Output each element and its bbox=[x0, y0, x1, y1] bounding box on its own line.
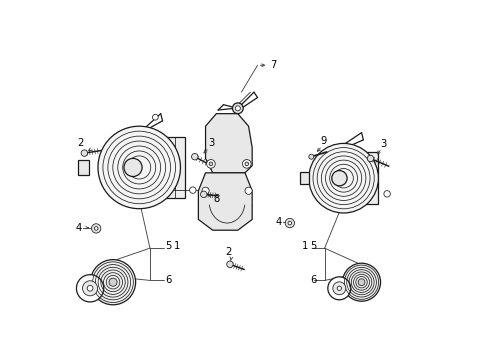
Circle shape bbox=[328, 277, 351, 300]
Text: 7: 7 bbox=[270, 59, 276, 69]
Text: 4: 4 bbox=[275, 217, 282, 227]
Circle shape bbox=[95, 226, 98, 230]
Circle shape bbox=[82, 281, 98, 296]
Circle shape bbox=[333, 282, 346, 295]
Polygon shape bbox=[205, 114, 252, 173]
Circle shape bbox=[200, 191, 207, 198]
Bar bbox=[361, 152, 378, 204]
Text: 1: 1 bbox=[302, 241, 308, 251]
Circle shape bbox=[245, 162, 248, 166]
Circle shape bbox=[202, 187, 209, 194]
Circle shape bbox=[87, 285, 93, 291]
Circle shape bbox=[152, 114, 158, 120]
Circle shape bbox=[232, 103, 243, 114]
Circle shape bbox=[109, 278, 117, 286]
Circle shape bbox=[190, 187, 196, 193]
Circle shape bbox=[358, 279, 365, 285]
Circle shape bbox=[91, 260, 136, 305]
Circle shape bbox=[332, 171, 347, 186]
Text: 1: 1 bbox=[173, 241, 180, 251]
Text: 2: 2 bbox=[226, 247, 232, 257]
Circle shape bbox=[227, 261, 233, 267]
Circle shape bbox=[309, 143, 378, 213]
Bar bbox=[300, 172, 309, 184]
Circle shape bbox=[368, 155, 374, 162]
Text: 5: 5 bbox=[310, 241, 317, 251]
Text: 3: 3 bbox=[380, 139, 387, 149]
Circle shape bbox=[192, 153, 198, 160]
Text: 2: 2 bbox=[77, 138, 83, 148]
Polygon shape bbox=[198, 173, 252, 230]
Circle shape bbox=[343, 263, 381, 301]
Text: 6: 6 bbox=[310, 275, 317, 285]
Circle shape bbox=[337, 286, 342, 291]
Text: 4: 4 bbox=[76, 223, 82, 233]
Circle shape bbox=[81, 150, 88, 156]
Circle shape bbox=[76, 275, 104, 302]
Circle shape bbox=[243, 159, 251, 168]
Circle shape bbox=[235, 106, 240, 111]
Circle shape bbox=[288, 221, 292, 225]
Text: 3: 3 bbox=[208, 139, 214, 148]
Text: 6: 6 bbox=[166, 275, 172, 285]
Circle shape bbox=[207, 159, 215, 168]
Bar bbox=[160, 136, 185, 198]
Circle shape bbox=[245, 187, 252, 194]
Circle shape bbox=[309, 154, 314, 159]
Circle shape bbox=[92, 224, 101, 233]
Circle shape bbox=[285, 219, 294, 228]
Text: 5: 5 bbox=[166, 241, 172, 251]
Bar bbox=[78, 160, 89, 175]
Circle shape bbox=[98, 126, 180, 209]
Text: 9: 9 bbox=[320, 136, 326, 146]
Text: 8: 8 bbox=[214, 194, 220, 204]
Circle shape bbox=[384, 191, 391, 197]
Circle shape bbox=[209, 162, 213, 166]
Circle shape bbox=[124, 158, 142, 176]
